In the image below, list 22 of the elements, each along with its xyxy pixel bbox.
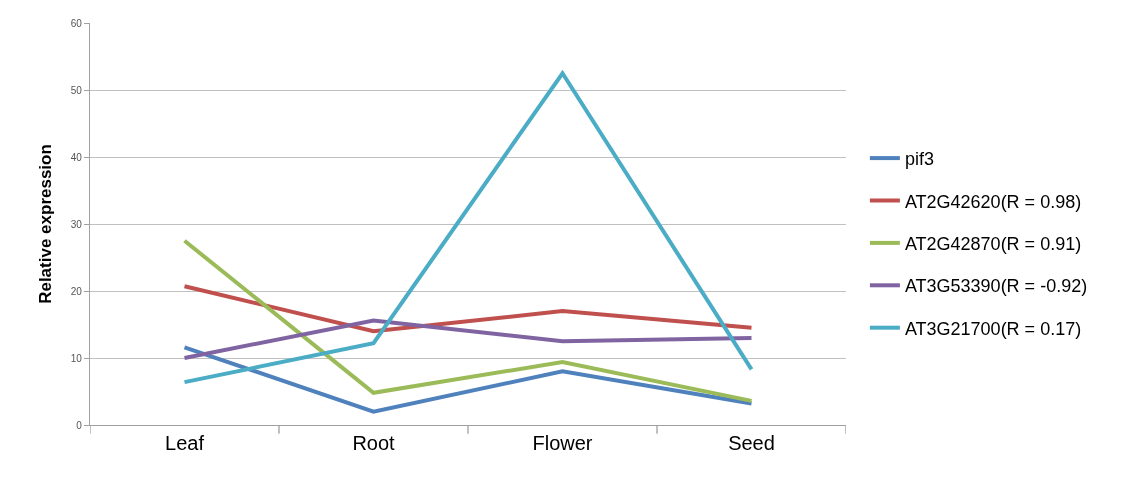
line-series: [182, 345, 754, 414]
legend-label: AT3G21700(R = 0.17): [904, 318, 1082, 339]
legend-label: pif3: [904, 149, 934, 170]
legend-label: AT2G42620(R = 0.98): [904, 191, 1082, 212]
line-series: [182, 284, 754, 334]
x-tick-label: Flower: [532, 432, 593, 455]
y-tick-label: 0: [76, 419, 83, 431]
x-tick-label: Seed: [728, 432, 775, 455]
line-series: [182, 71, 754, 385]
x-tick-label: Root: [352, 432, 396, 455]
legend-label: AT3G53390(R = -0.92): [904, 276, 1088, 297]
line-series: [182, 238, 754, 403]
y-tick-label: 50: [70, 84, 83, 96]
x-tick-label: Leaf: [165, 432, 205, 455]
y-tick-label: 40: [70, 151, 83, 163]
y-tick-label: 10: [70, 352, 83, 364]
line-series: [182, 318, 754, 360]
y-axis-title: Relative expression: [36, 144, 56, 304]
legend-label: AT2G42870(R = 0.91): [904, 233, 1082, 254]
y-tick-label: 60: [70, 17, 83, 29]
y-tick-label: 20: [70, 285, 83, 297]
y-tick-label: 30: [70, 218, 83, 230]
